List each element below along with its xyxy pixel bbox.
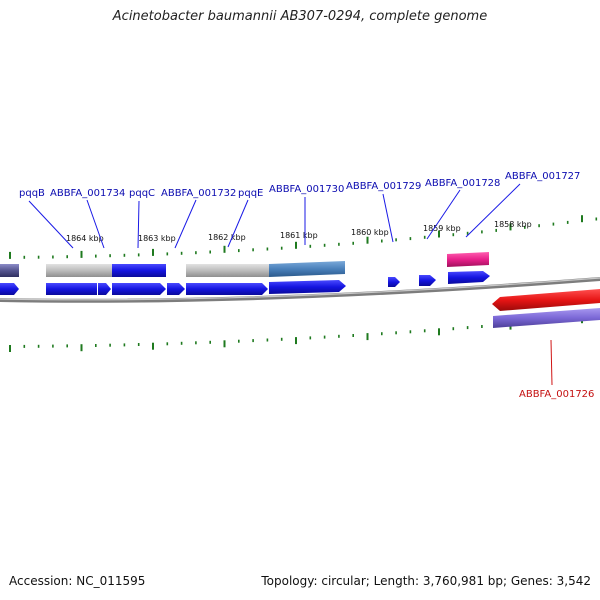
reverse-strand-track	[492, 289, 600, 328]
cds-track	[0, 271, 490, 295]
gene-feature[interactable]	[447, 252, 489, 267]
scale-label-1861: 1861 kbp	[280, 231, 318, 240]
callout-lines-blue	[28, 183, 521, 249]
cds-arrow[interactable]	[419, 275, 436, 286]
cds-arrow[interactable]	[0, 283, 19, 295]
gene-feature[interactable]	[269, 261, 345, 277]
genome-title: Acinetobacter baumannii AB307-0294, comp…	[112, 9, 488, 24]
gene-label-abbfa-001728[interactable]: ABBFA_001728	[425, 178, 500, 189]
scale-label-1858: 1858 kbp	[494, 220, 532, 229]
cds-arrow[interactable]	[167, 283, 185, 295]
gene-feature-reverse[interactable]	[493, 308, 600, 328]
accession-text: Accession: NC_011595	[9, 574, 146, 588]
gene-feature[interactable]	[0, 264, 19, 277]
gene-label-abbfa-001732[interactable]: ABBFA_001732	[161, 188, 236, 199]
gene-label-pqqe[interactable]: pqqE	[238, 188, 263, 199]
gene-track-upper	[0, 252, 489, 277]
cds-arrow[interactable]	[186, 283, 268, 295]
gene-label-abbfa-001729[interactable]: ABBFA_001729	[346, 181, 421, 192]
gene-feature[interactable]	[46, 264, 112, 277]
cds-arrow[interactable]	[388, 277, 400, 287]
gene-label-abbfa-001730[interactable]: ABBFA_001730	[269, 184, 344, 195]
gene-label-abbfa-001726[interactable]: ABBFA_001726	[519, 389, 594, 400]
scale-label-1863: 1863 kbp	[138, 234, 176, 243]
scale-label-1862: 1862 kbp	[208, 233, 246, 242]
scale-ticks-upper	[9, 215, 598, 259]
cds-arrow[interactable]	[98, 283, 111, 295]
cds-arrow[interactable]	[448, 271, 490, 284]
cds-arrow[interactable]	[112, 283, 166, 295]
gene-feature[interactable]	[112, 264, 166, 277]
chromosome-backbone	[0, 277, 600, 303]
callout-line-red	[550, 339, 553, 386]
gene-label-abbfa-001734[interactable]: ABBFA_001734	[50, 188, 125, 199]
cds-arrow[interactable]	[46, 283, 97, 295]
gene-feature[interactable]	[186, 264, 269, 277]
gene-label-pqqc[interactable]: pqqC	[129, 188, 155, 199]
cds-arrow[interactable]	[269, 280, 346, 294]
scale-label-1860: 1860 kbp	[351, 228, 389, 237]
cds-arrow-reverse[interactable]	[492, 289, 600, 311]
scale-label-1864: 1864 kbp	[66, 234, 104, 243]
scale-label-1859: 1859 kbp	[423, 224, 461, 233]
chromosome-backbone-highlight	[0, 277, 600, 301]
genome-summary-text: Topology: circular; Length: 3,760,981 bp…	[261, 574, 591, 588]
gene-label-pqqb[interactable]: pqqB	[19, 188, 45, 199]
gene-label-abbfa-001727[interactable]: ABBFA_001727	[505, 171, 580, 182]
